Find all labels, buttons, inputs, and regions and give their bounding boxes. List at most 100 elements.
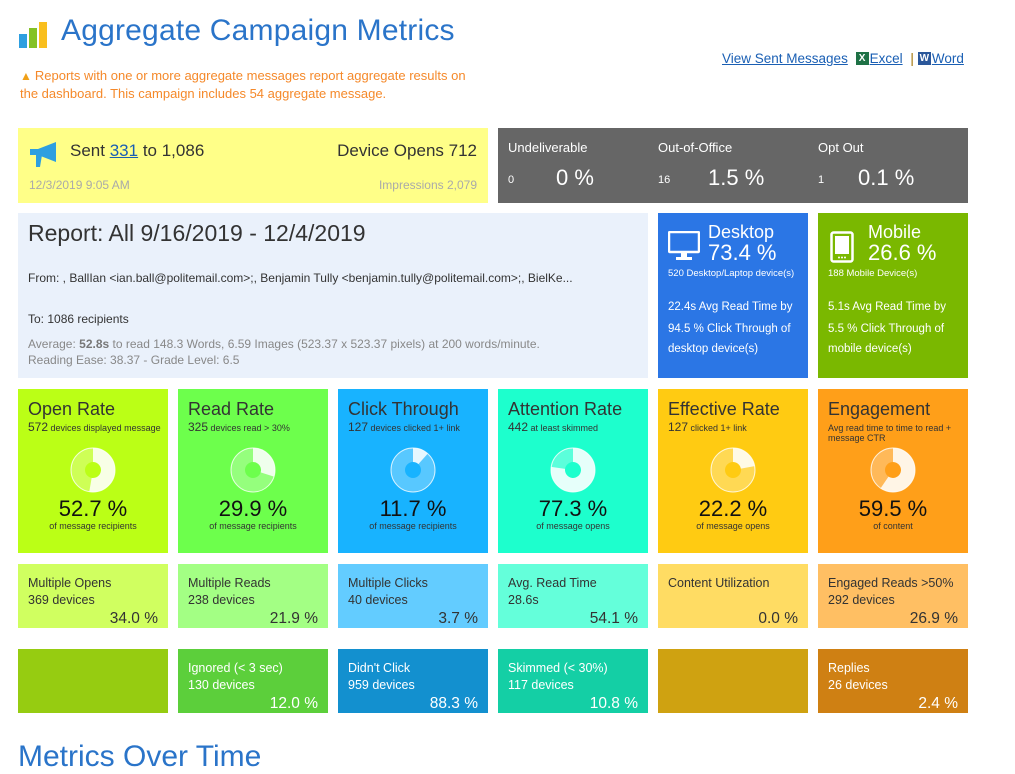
section-title-metrics-over-time: Metrics Over Time xyxy=(18,740,262,773)
stat-undeliverable: Undeliverable 0 0 % xyxy=(508,140,594,190)
card-detail: 28.6s xyxy=(508,593,539,607)
metric-card-multiple-opens[interactable]: Multiple Opens 369 devices 34.0 % xyxy=(18,564,168,628)
card-title: Didn't Click xyxy=(348,661,411,675)
card-detail: 40 devices xyxy=(348,593,408,607)
metric-tile-read-rate[interactable]: Read Rate 325 devices read > 30% 29.9 % of … xyxy=(178,389,328,553)
donut-chart-icon xyxy=(390,447,436,493)
card-title: Replies xyxy=(828,661,870,675)
card-percent: 10.8 % xyxy=(589,695,638,712)
metric-title: Click Through xyxy=(348,399,459,419)
device-read-time: 22.4s Avg Read Time by xyxy=(668,301,793,313)
card-percent: 88.3 % xyxy=(429,695,478,712)
report-from: From: , BallIan <ian.ball@politemail.com… xyxy=(28,271,573,285)
device-click-through: 94.5 % Click Through of xyxy=(668,323,791,335)
stat-out-of-office: Out-of-Office 16 1.5 % xyxy=(658,140,764,190)
card-title: Skimmed (< 30%) xyxy=(508,661,608,675)
card-title: Avg. Read Time xyxy=(508,576,597,590)
metric-title: Attention Rate xyxy=(508,399,623,419)
stat-percent: 0.1 % xyxy=(858,165,915,190)
donut-slice xyxy=(733,448,755,469)
metric-card-avg-read-time[interactable]: Avg. Read Time 28.6s 54.1 % xyxy=(498,564,648,628)
notice-text: Reports with one or more aggregate messa… xyxy=(20,68,466,101)
metric-card-skimmed-30[interactable]: Skimmed (< 30%) 117 devices 10.8 % xyxy=(498,649,648,713)
link-separator: | xyxy=(910,51,914,66)
view-sent-messages-link[interactable]: View Sent Messages xyxy=(722,51,848,66)
metric-card-replies[interactable]: Replies 26 devices 2.4 % xyxy=(818,649,968,713)
metric-title: Effective Rate xyxy=(668,399,780,419)
metric-title: Open Rate xyxy=(28,399,116,419)
metric-count: 572 xyxy=(28,420,49,434)
metric-desc-text: at least skimmed xyxy=(528,423,599,433)
metric-tile-attention-rate[interactable]: Attention Rate 442 at least skimmed 77.3 %… xyxy=(498,389,648,553)
app-logo-icon xyxy=(19,22,49,48)
metric-basis: of content xyxy=(873,521,913,531)
metric-basis: of message opens xyxy=(536,521,610,531)
sent-summary: Sent 331 to 1,086 12/3/2019 9:05 AM Devi… xyxy=(18,128,488,203)
metric-card-empty xyxy=(18,649,168,713)
sent-count-link[interactable]: 331 xyxy=(109,141,139,160)
avg-read-time: 52.8s xyxy=(79,337,110,351)
metric-count: 325 xyxy=(188,420,209,434)
card-text: Ignored (< 3 sec) 130 devices xyxy=(188,660,283,694)
card-percent: 3.7 % xyxy=(438,610,478,627)
metric-card-multiple-clicks[interactable]: Multiple Clicks 40 devices 3.7 % xyxy=(338,564,488,628)
card-detail: 959 devices xyxy=(348,678,415,692)
metric-desc-text: devices clicked 1+ link xyxy=(368,423,460,433)
card-title: Multiple Opens xyxy=(28,576,112,590)
donut-chart-icon xyxy=(710,447,756,493)
metric-tile-open-rate[interactable]: Open Rate 572 devices displayed message 52… xyxy=(18,389,168,553)
card-text: Multiple Opens 369 devices xyxy=(28,575,111,609)
donut-outline xyxy=(870,447,916,493)
device-name: Desktop xyxy=(708,222,775,242)
metric-percent: 29.9 % xyxy=(218,496,288,521)
card-title: Ignored (< 3 sec) xyxy=(188,661,283,675)
metric-percent: 59.5 % xyxy=(858,496,928,521)
metric-tile-effective-rate[interactable]: Effective Rate 127 clicked 1+ link 22.2 % o… xyxy=(658,389,808,553)
card-title: Content Utilization xyxy=(668,576,770,590)
stat-percent: 1.5 % xyxy=(708,165,765,190)
metric-card-multiple-reads[interactable]: Multiple Reads 238 devices 21.9 % xyxy=(178,564,328,628)
metric-description: 127 clicked 1+ link xyxy=(668,421,803,433)
word-link[interactable]: Word xyxy=(931,51,964,66)
donut-chart-icon xyxy=(550,447,596,493)
card-percent: 12.0 % xyxy=(269,695,318,712)
card-detail: 292 devices xyxy=(828,593,895,607)
excel-icon: X xyxy=(855,52,869,65)
metric-description: 442 at least skimmed xyxy=(508,421,643,433)
excel-link[interactable]: Excel xyxy=(869,51,903,66)
metric-card-content-utilization[interactable]: Content Utilization 0.0 % xyxy=(658,564,808,628)
device-percent: 26.6 % xyxy=(868,240,937,265)
donut-outline xyxy=(70,447,116,493)
metric-description: Avg read time to time to read + message … xyxy=(828,422,963,443)
mobile-card: Mobile 26.6 % 188 Mobile Device(s) 5.1s … xyxy=(818,213,968,378)
stat-opt-out: Opt Out 1 0.1 % xyxy=(818,140,914,190)
aggregate-notice: ▲ Reports with one or more aggregate mess… xyxy=(20,67,470,103)
card-percent: 26.9 % xyxy=(909,610,958,627)
card-text: Content Utilization xyxy=(668,575,769,592)
logo-bar-yellow xyxy=(39,22,47,48)
report-summary: Report: All 9/16/2019 - 12/4/2019 From: … xyxy=(18,213,648,378)
metric-card-engaged-reads-50[interactable]: Engaged Reads >50% 292 devices 26.9 % xyxy=(818,564,968,628)
stat-count: 0 xyxy=(508,174,515,186)
report-title: Report: All 9/16/2019 - 12/4/2019 xyxy=(28,220,366,246)
donut-slice xyxy=(89,448,115,492)
stat-percent: 0 % xyxy=(556,165,594,190)
card-percent: 54.1 % xyxy=(589,610,638,627)
card-title: Multiple Clicks xyxy=(348,576,428,590)
metric-card-ignored-3-sec[interactable]: Ignored (< 3 sec) 130 devices 12.0 % xyxy=(178,649,328,713)
metric-title: Engagement xyxy=(828,399,931,419)
metric-card-didn-t-click[interactable]: Didn't Click 959 devices 88.3 % xyxy=(338,649,488,713)
donut-slice xyxy=(551,448,595,492)
stat-label: Out-of-Office xyxy=(658,140,733,155)
card-percent: 34.0 % xyxy=(109,610,158,627)
metric-tile-engagement[interactable]: Engagement Avg read time to time to read … xyxy=(818,389,968,553)
metric-percent: 77.3 % xyxy=(538,496,608,521)
card-text: Multiple Clicks 40 devices xyxy=(348,575,428,609)
metric-percent: 52.7 % xyxy=(58,496,128,521)
sent-count-line: Sent 331 to 1,086 xyxy=(70,141,204,161)
metric-tile-click-through[interactable]: Click Through 127 devices clicked 1+ link… xyxy=(338,389,488,553)
metric-basis: of message recipients xyxy=(49,521,137,531)
card-title: Multiple Reads xyxy=(188,576,271,590)
card-text: Multiple Reads 238 devices xyxy=(188,575,271,609)
donut-outline xyxy=(390,447,436,493)
